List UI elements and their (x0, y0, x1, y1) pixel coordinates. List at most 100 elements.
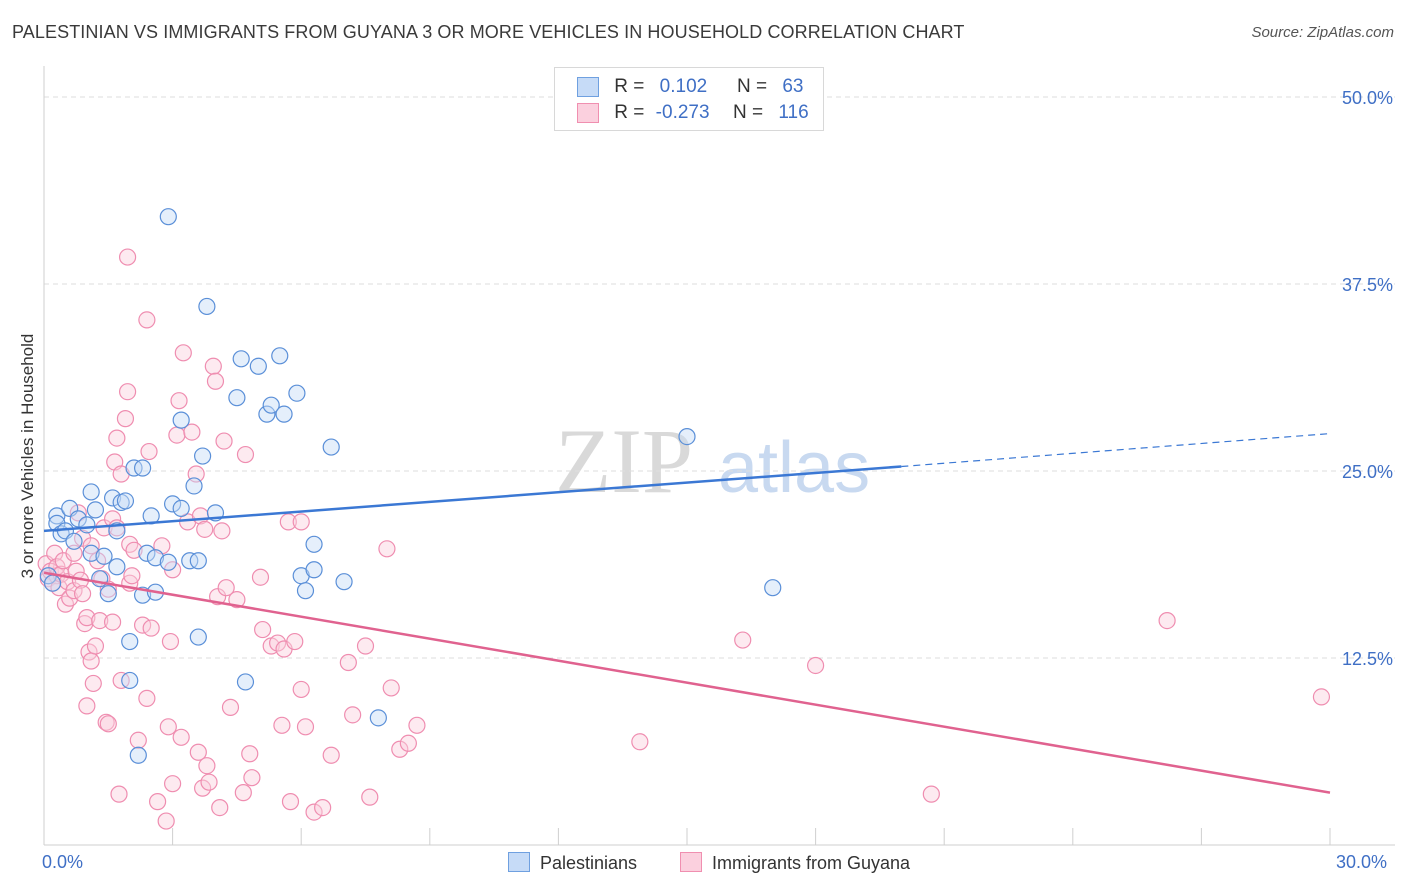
data-point (138, 311, 156, 329)
data-point (86, 501, 105, 519)
legend-r-value: -0.273 (655, 102, 710, 123)
data-point (631, 733, 649, 751)
data-point (217, 579, 235, 597)
data-point (1158, 611, 1176, 630)
data-point (78, 516, 96, 534)
data-point (103, 489, 122, 507)
bottom-legend-guyana: Immigrants from Guyana (680, 852, 910, 874)
data-point (262, 396, 280, 414)
data-point (922, 785, 940, 803)
data-point (215, 432, 233, 450)
data-point (168, 426, 186, 444)
data-point (86, 637, 105, 655)
data-point (198, 297, 216, 316)
data-point (183, 423, 201, 441)
data-point (269, 634, 287, 652)
data-point (734, 631, 752, 649)
data-point (43, 574, 62, 592)
data-point (273, 716, 291, 734)
data-point (189, 628, 207, 646)
trend-line-guyana (43, 571, 1331, 794)
data-point (369, 709, 387, 727)
legend-row-guyana: R = -0.273 N = 116 (577, 102, 809, 126)
data-point (305, 561, 323, 579)
data-point (108, 558, 126, 576)
data-point (69, 510, 87, 528)
data-point (764, 579, 782, 597)
data-point (125, 541, 143, 559)
data-point (159, 553, 177, 571)
data-point (228, 389, 246, 407)
data-point (228, 591, 246, 609)
data-point (314, 798, 332, 817)
watermark-zip: ZIP (555, 410, 693, 512)
legend-series-name: Immigrants from Guyana (712, 853, 911, 873)
data-point (118, 383, 137, 401)
data-point (84, 674, 102, 693)
data-point (305, 535, 323, 553)
data-point (296, 718, 315, 736)
data-point (116, 492, 135, 510)
legend-n-value: 116 (778, 102, 809, 123)
y-tick-label: 12.5% (1342, 649, 1393, 669)
data-point (103, 613, 122, 631)
data-point (251, 568, 270, 586)
legend-row-palestinians: R = 0.102 N = 63 (577, 76, 803, 100)
data-point (157, 812, 175, 830)
data-point (118, 248, 137, 266)
data-point (339, 653, 357, 672)
trend-line-palestinians-extension (901, 433, 1331, 468)
data-point (234, 784, 252, 802)
data-point (213, 522, 231, 540)
data-point (170, 392, 188, 410)
data-point (196, 520, 214, 538)
data-point (140, 442, 158, 461)
data-point (194, 447, 212, 465)
data-point (110, 785, 128, 803)
data-point (91, 611, 109, 630)
data-point (232, 350, 250, 368)
bottom-legend-palestinians: Palestinians (508, 852, 637, 874)
legend-n-label: N = (732, 102, 764, 123)
data-point (279, 513, 297, 531)
data-point (254, 620, 272, 639)
data-point (194, 779, 212, 797)
data-point (399, 734, 417, 752)
legend-swatch-pink (680, 852, 702, 872)
data-point (271, 347, 289, 365)
data-point (138, 689, 156, 707)
legend-series-name: Palestinians (540, 853, 638, 873)
legend-n-value: 63 (782, 76, 804, 97)
data-point (281, 793, 300, 811)
data-point (198, 757, 216, 775)
y-tick-label: 50.0% (1342, 88, 1393, 108)
data-point (78, 609, 96, 627)
data-point (344, 706, 362, 724)
data-point (322, 438, 340, 456)
data-point (174, 344, 192, 362)
data-point (241, 745, 259, 763)
data-point (78, 697, 96, 715)
legend-swatch-blue (577, 76, 599, 97)
data-point (172, 728, 190, 746)
data-point (189, 552, 207, 570)
data-point (305, 803, 323, 821)
data-point (95, 547, 113, 565)
y-tick-label: 37.5% (1342, 275, 1393, 295)
data-point (65, 544, 83, 562)
data-point (82, 483, 100, 501)
data-point (99, 715, 117, 733)
data-point (99, 585, 117, 603)
data-point (361, 788, 379, 806)
data-point (408, 716, 426, 734)
data-point (200, 773, 218, 791)
data-point (121, 671, 139, 690)
correlation-legend: R = 0.102 N = 63 R = -0.273 N = 116 (554, 67, 824, 131)
data-point (69, 504, 87, 522)
data-point (164, 775, 182, 793)
data-point (378, 540, 396, 558)
x-tick-min: 0.0% (42, 852, 84, 872)
data-point (236, 673, 255, 691)
source-label: Source: ZipAtlas.com (1251, 24, 1394, 41)
